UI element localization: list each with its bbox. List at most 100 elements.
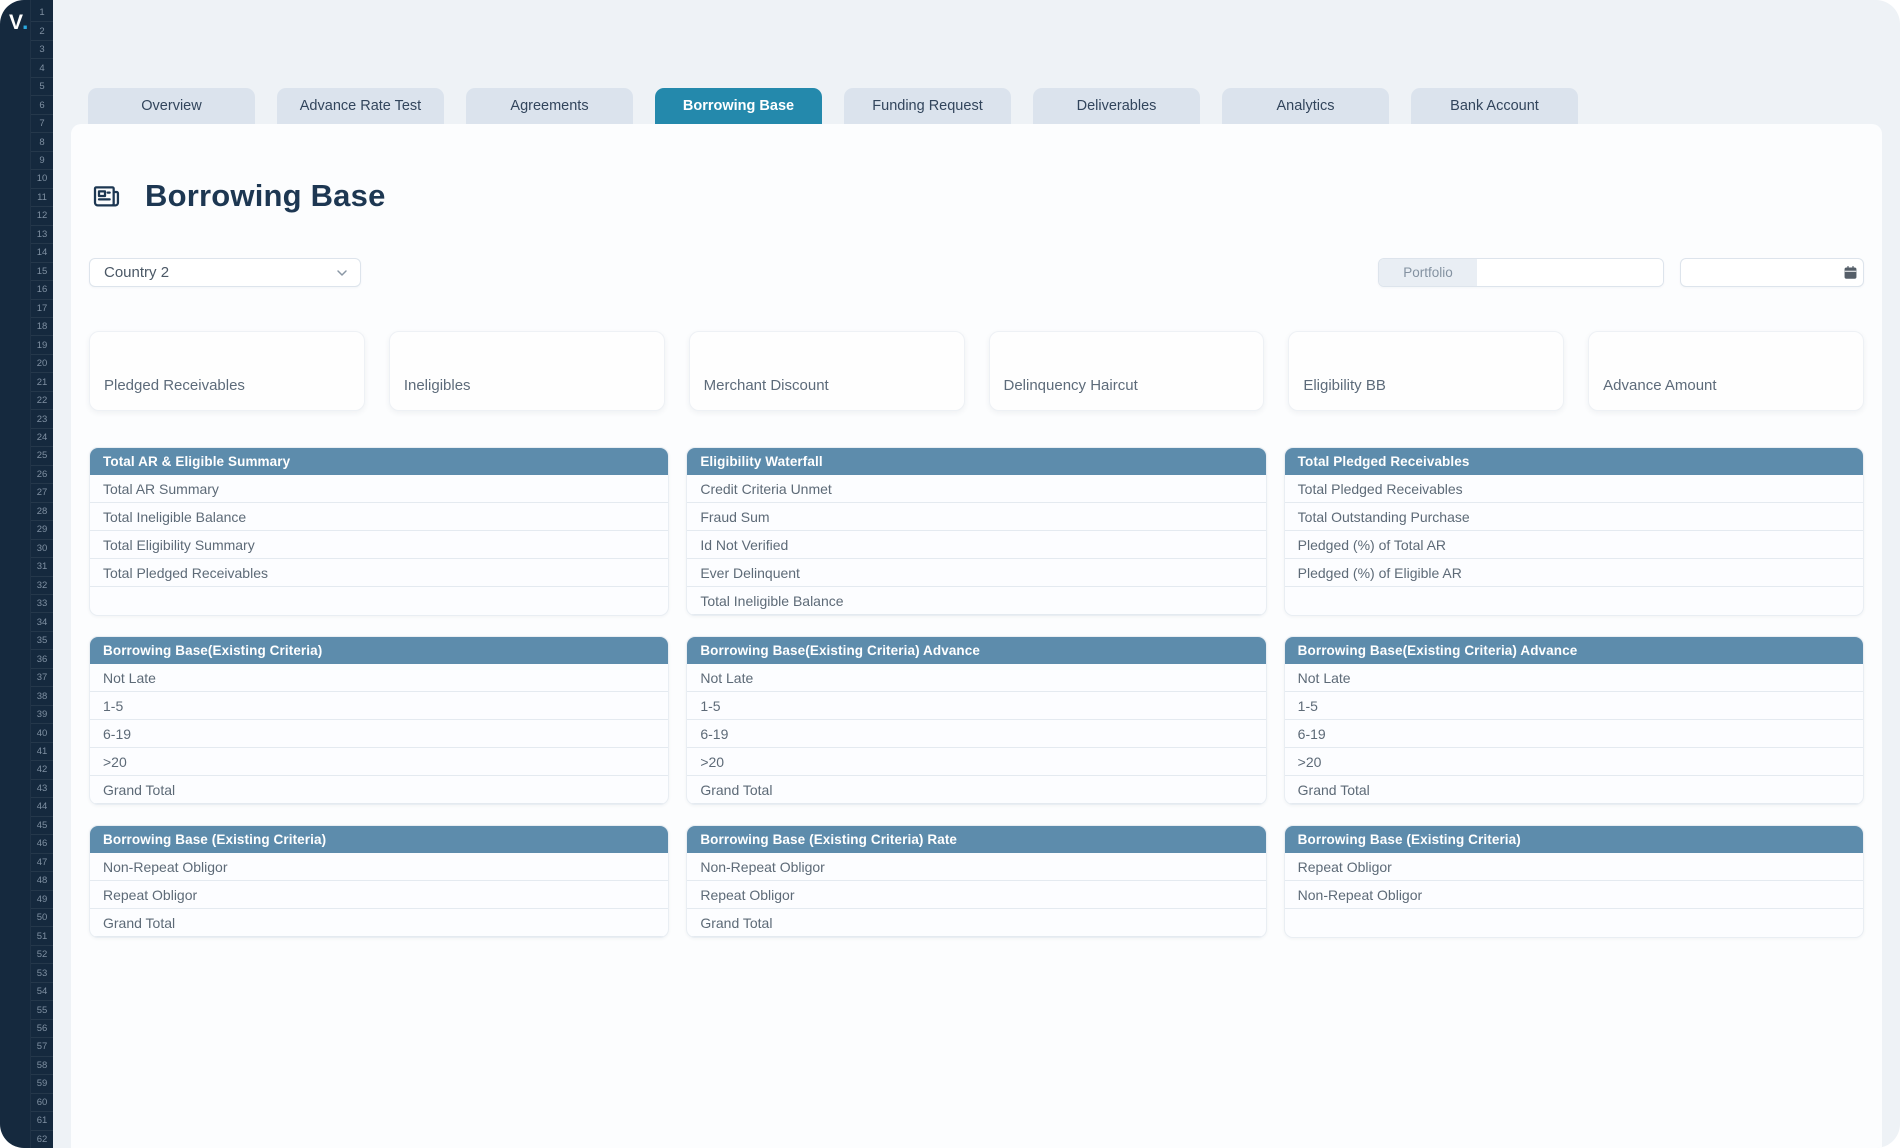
summary-card[interactable]: Delinquency Haircut [988, 331, 1265, 411]
table-row[interactable]: 1-5 [687, 692, 1266, 720]
line-number: 17 [31, 300, 53, 318]
line-number: 24 [31, 429, 53, 448]
line-number: 3 [31, 41, 53, 60]
table-row[interactable]: 6-19 [90, 720, 669, 748]
line-number: 42 [31, 761, 53, 780]
tab-deliverables[interactable]: Deliverables [1033, 88, 1200, 124]
page-header: Borrowing Base [89, 178, 1864, 214]
line-number: 47 [31, 854, 53, 873]
line-number: 12 [31, 207, 53, 226]
tab-bank-account[interactable]: Bank Account [1411, 88, 1578, 124]
summary-card-label: Delinquency Haircut [1003, 377, 1138, 394]
tab-funding-request[interactable]: Funding Request [844, 88, 1011, 124]
table-row[interactable]: Repeat Obligor [687, 881, 1266, 909]
table-row[interactable]: Grand Total [687, 776, 1266, 804]
table-title: Borrowing Base(Existing Criteria) Advanc… [687, 637, 1266, 664]
table-row[interactable]: >20 [687, 748, 1266, 776]
line-number: 30 [31, 540, 53, 559]
table-row[interactable]: Total Pledged Receivables [90, 559, 669, 587]
tab-advance-rate-test[interactable]: Advance Rate Test [277, 88, 444, 124]
line-number: 61 [31, 1112, 53, 1131]
table-row[interactable]: Non-Repeat Obligor [90, 853, 669, 881]
table-title: Eligibility Waterfall [687, 448, 1266, 475]
table-row[interactable]: Repeat Obligor [1284, 853, 1863, 881]
table-borrowing-base-obligor-2: Borrowing Base (Existing Criteria) Repea… [1283, 825, 1864, 938]
table-row[interactable]: Pledged (%) of Total AR [1284, 531, 1863, 559]
line-number: 51 [31, 927, 53, 946]
table-title: Total Pledged Receivables [1284, 448, 1863, 475]
tab-borrowing-base[interactable]: Borrowing Base [655, 88, 822, 124]
line-number: 39 [31, 706, 53, 725]
table-row[interactable]: 1-5 [90, 692, 669, 720]
summary-card-label: Ineligibles [403, 377, 471, 394]
line-number: 60 [31, 1094, 53, 1113]
line-number: 22 [31, 392, 53, 411]
table-row[interactable]: Grand Total [687, 909, 1266, 937]
line-number: 1 [31, 4, 53, 23]
table-borrowing-base-rate: Borrowing Base (Existing Criteria) Rate … [686, 825, 1267, 938]
table-row[interactable]: 6-19 [687, 720, 1266, 748]
table-row[interactable]: Total Ineligible Balance [90, 503, 669, 531]
table-row[interactable]: Total Outstanding Purchase [1284, 503, 1863, 531]
table-row[interactable]: Not Late [687, 664, 1266, 692]
table-row[interactable]: Total Pledged Receivables [1284, 475, 1863, 503]
calendar-icon[interactable] [1838, 265, 1863, 280]
line-number: 40 [31, 724, 53, 743]
table-row[interactable]: Grand Total [90, 909, 669, 937]
summary-card[interactable]: Merchant Discount [688, 331, 965, 411]
country-select[interactable]: Country 2 [89, 258, 361, 287]
line-number: 14 [31, 244, 53, 263]
line-number: 62 [36, 1133, 48, 1145]
table-row[interactable]: Id Not Verified [687, 531, 1266, 559]
sidebar: V. 1 2 3 4 5 6 7 8 9 10 [0, 0, 53, 1148]
table-row[interactable]: 6-19 [1284, 720, 1863, 748]
table-row[interactable]: Credit Criteria Unmet [687, 475, 1266, 503]
line-number: 45 [31, 817, 53, 836]
line-number: 48 [31, 872, 53, 891]
line-number: 8 [31, 133, 53, 152]
summary-card[interactable]: Eligibility BB [1288, 331, 1565, 411]
tab-agreements[interactable]: Agreements [466, 88, 633, 124]
summary-card[interactable]: Ineligibles [388, 331, 665, 411]
table-row[interactable]: Not Late [90, 664, 669, 692]
portfolio-label: Portfolio [1379, 259, 1477, 286]
table-row[interactable]: >20 [1284, 748, 1863, 776]
table-row[interactable]: Total AR Summary [90, 475, 669, 503]
line-number: 5 [31, 78, 53, 97]
summary-card[interactable]: Advance Amount [1588, 331, 1864, 411]
table-row[interactable]: 1-5 [1284, 692, 1863, 720]
table-row[interactable]: Repeat Obligor [90, 881, 669, 909]
table-row[interactable]: Fraud Sum [687, 503, 1266, 531]
table-title: Borrowing Base(Existing Criteria) Advanc… [1284, 637, 1863, 664]
date-control [1680, 258, 1864, 287]
table-row[interactable]: Pledged (%) of Eligible AR [1284, 559, 1863, 587]
filter-row: Country 2 Portfolio [89, 258, 1864, 287]
table-row[interactable]: Total Ineligible Balance [687, 587, 1266, 615]
table-row[interactable]: Non-Repeat Obligor [1284, 881, 1863, 909]
line-number: 41 [31, 743, 53, 762]
line-number: 16 [31, 281, 53, 300]
table-row[interactable]: >20 [90, 748, 669, 776]
table-row[interactable]: Ever Delinquent [687, 559, 1266, 587]
tab-overview[interactable]: Overview [88, 88, 255, 124]
line-number: 35 [31, 632, 53, 651]
line-number: 9 [31, 152, 53, 171]
chevron-down-icon [334, 265, 350, 281]
summary-card[interactable]: Pledged Receivables [89, 331, 365, 411]
line-number: 31 [31, 558, 53, 577]
line-number: 26 [31, 466, 53, 485]
date-input[interactable] [1681, 259, 1838, 286]
table-row[interactable]: Not Late [1284, 664, 1863, 692]
table-row[interactable]: Total Eligibility Summary [90, 531, 669, 559]
table-row[interactable]: Non-Repeat Obligor [687, 853, 1266, 881]
portfolio-input[interactable] [1477, 259, 1663, 286]
table-row[interactable]: Grand Total [1284, 776, 1863, 804]
content-panel: Borrowing Base Country 2 Portfolio [71, 124, 1882, 1148]
summary-card-label: Merchant Discount [703, 377, 829, 394]
line-number: 43 [31, 780, 53, 799]
table-row[interactable]: Grand Total [90, 776, 669, 804]
line-number: 44 [31, 798, 53, 817]
table-eligibility-waterfall: Eligibility Waterfall Credit Criteria Un… [686, 447, 1267, 616]
tab-analytics[interactable]: Analytics [1222, 88, 1389, 124]
table-borrowing-base-existing-criteria-1: Borrowing Base(Existing Criteria) Not La… [89, 636, 670, 805]
